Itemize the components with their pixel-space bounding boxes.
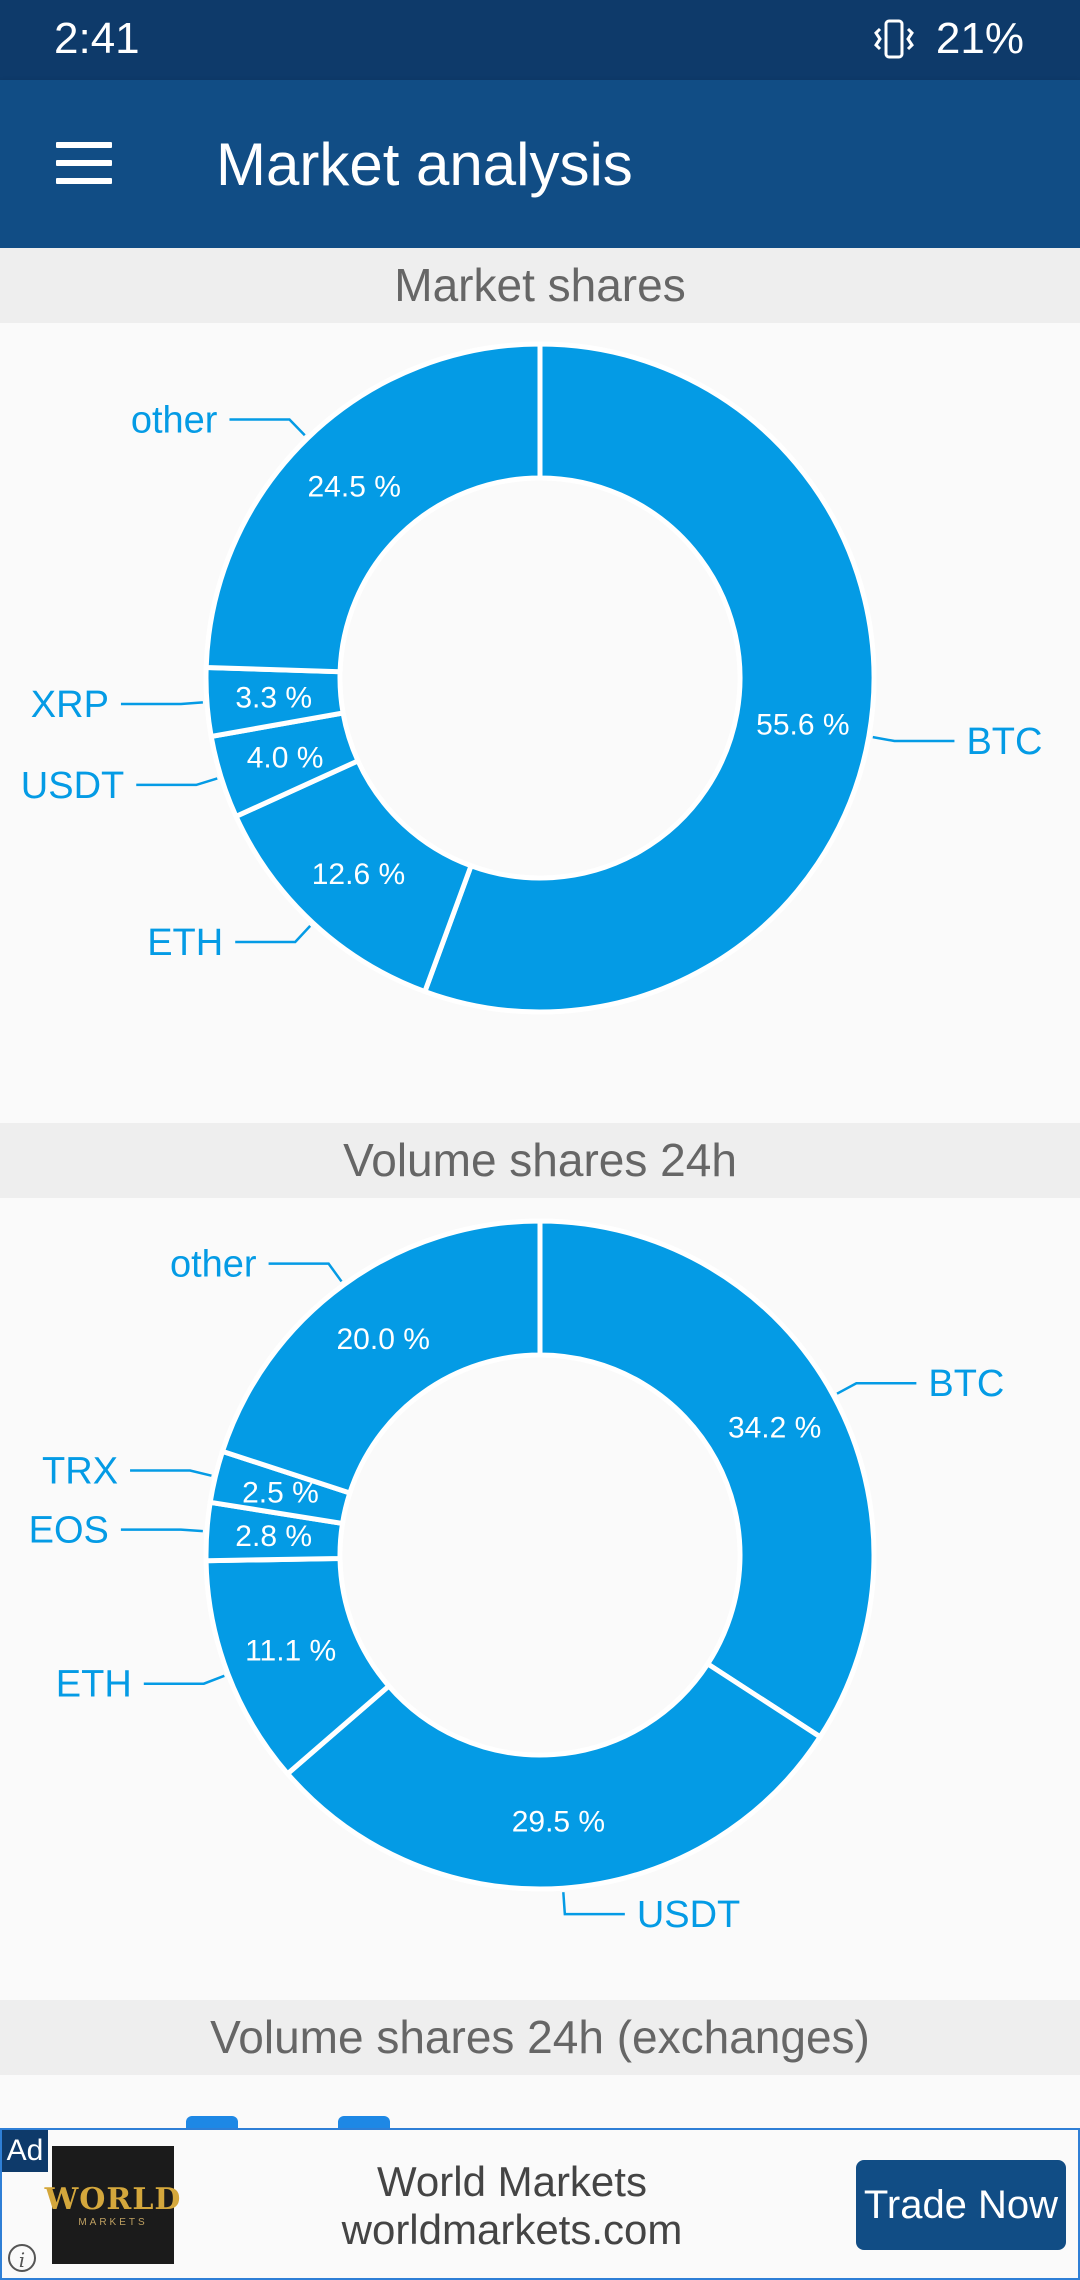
section-header-market-shares: Market shares	[0, 248, 1080, 323]
slice-btc	[537, 1218, 877, 1741]
ad-logo: WORLD MARKETS	[45, 2146, 180, 2264]
volume-shares-donut-chart: 34.2 % BTC 29.5 % USDT 11.1 % ETH 2.8 % EOS 2.5 …	[29, 1218, 1004, 1936]
leader-line	[130, 1469, 212, 1477]
section-header-volume-shares: Volume shares 24h	[0, 1123, 1080, 1198]
leader-line	[136, 777, 218, 787]
leader-line	[562, 1892, 625, 1916]
ad-logo-text: WORLD	[44, 2182, 182, 2217]
slice-btc	[421, 341, 877, 1015]
leader-line	[143, 1674, 225, 1685]
ad-url: worldmarkets.com	[341, 2206, 683, 2253]
leader-line	[836, 1381, 917, 1395]
ad-title: World Markets	[377, 2158, 647, 2205]
section-header-volume-exchanges: Volume shares 24h (exchanges)	[0, 2000, 1080, 2075]
value-label: 2.5 %	[242, 1476, 319, 1509]
value-label: 3.3 %	[235, 681, 312, 714]
leader-line	[268, 1262, 343, 1283]
page-title: Market analysis	[216, 131, 633, 198]
vibrate-icon	[873, 19, 914, 59]
value-label: 12.6 %	[312, 858, 405, 891]
trade-now-button[interactable]: Trade Now	[856, 2160, 1066, 2250]
chart-peek-bar	[186, 2116, 238, 2130]
category-label-eth: ETH	[56, 1664, 132, 1706]
leader-line	[229, 418, 306, 437]
status-right: 21%	[873, 14, 1024, 64]
value-label: 2.8 %	[235, 1520, 312, 1553]
category-label-other: other	[170, 1244, 257, 1286]
category-label-trx: TRX	[42, 1450, 118, 1492]
ad-badge: Ad	[2, 2130, 48, 2172]
hamburger-menu-icon[interactable]	[56, 142, 112, 184]
category-label-xrp: XRP	[31, 684, 109, 726]
info-icon[interactable]: i	[8, 2244, 36, 2272]
leader-line	[872, 735, 955, 743]
chart-peek-bar	[338, 2116, 390, 2130]
slice-other	[203, 341, 543, 675]
ad-banner[interactable]: Ad i WORLD MARKETS World Markets worldma…	[0, 2128, 1080, 2280]
slice-other	[219, 1218, 543, 1497]
value-label: 55.6 %	[756, 709, 849, 742]
leader-line	[120, 1528, 203, 1533]
category-label-eth: ETH	[147, 922, 223, 964]
category-label-eos: EOS	[29, 1510, 109, 1552]
category-label-btc: BTC	[966, 721, 1042, 763]
value-label: 29.5 %	[512, 1805, 605, 1838]
app-bar: Market analysis	[0, 80, 1080, 248]
leader-line	[120, 701, 203, 706]
value-label: 4.0 %	[247, 741, 324, 774]
status-bar: 2:41 21%	[0, 0, 1080, 80]
category-label-usdt: USDT	[637, 1894, 740, 1936]
category-label-btc: BTC	[928, 1363, 1004, 1405]
value-label: 11.1 %	[245, 1634, 336, 1667]
slice-usdt	[284, 1660, 824, 1892]
value-label: 24.5 %	[307, 470, 400, 503]
ad-logo-subtext: MARKETS	[78, 2217, 148, 2228]
value-label: 34.2 %	[728, 1412, 821, 1445]
leader-line	[235, 924, 312, 944]
market-shares-donut-chart: 55.6 % BTC 12.6 % ETH 4.0 % USDT 3.3 % XRP 24.5 …	[21, 341, 1042, 1015]
category-label-usdt: USDT	[21, 765, 124, 807]
status-time: 2:41	[54, 14, 140, 63]
category-label-other: other	[131, 399, 218, 441]
battery-percent: 21%	[935, 14, 1024, 63]
value-label: 20.0 %	[336, 1323, 429, 1356]
